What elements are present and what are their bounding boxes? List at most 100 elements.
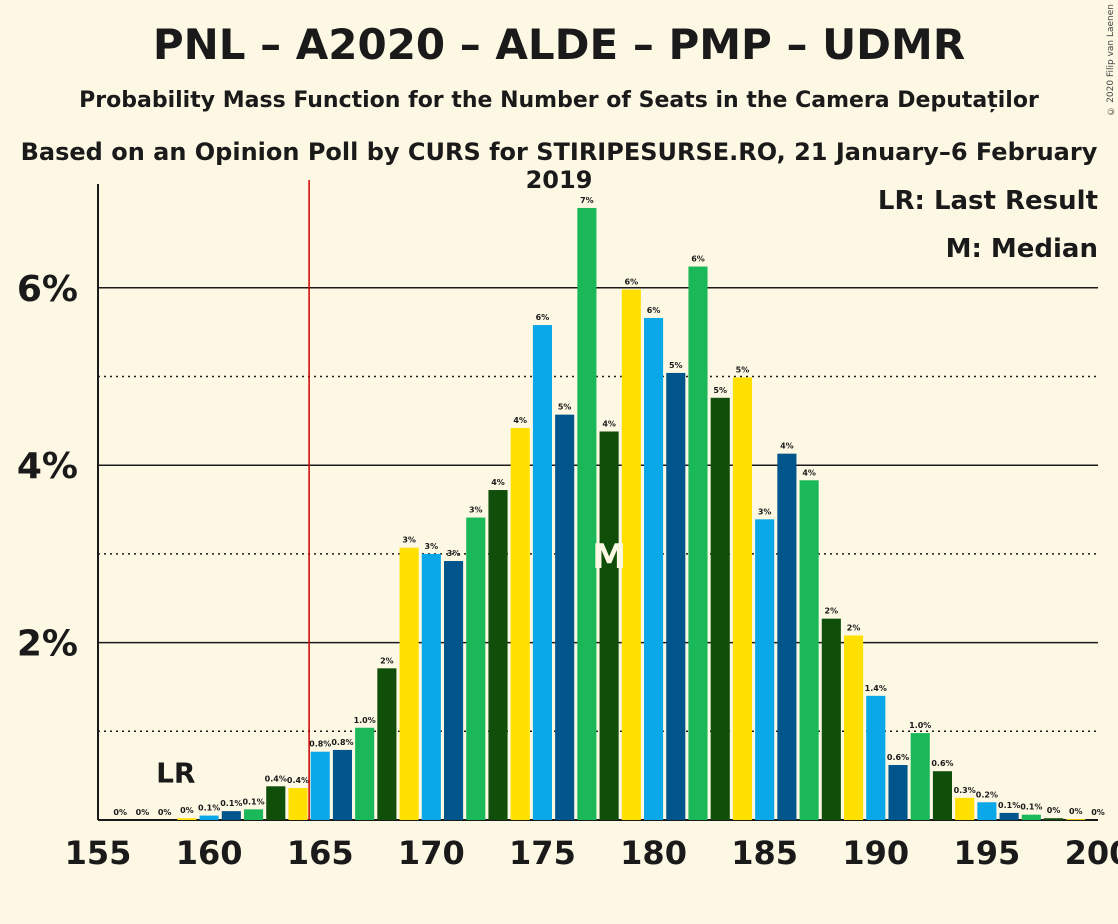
data-label-seat-185: 3% xyxy=(758,507,772,516)
x-tick-label: 195 xyxy=(953,834,1020,872)
data-label-seat-197: 0.1% xyxy=(1020,803,1042,812)
chart-title: PNL – A2020 – ALDE – PMP – UDMR xyxy=(152,20,966,69)
bar-seat-175 xyxy=(532,325,552,820)
data-label-seat-179: 6% xyxy=(625,278,639,287)
bar-seat-187 xyxy=(799,480,819,820)
data-label-seat-158: 0% xyxy=(158,808,172,817)
bar-seat-168 xyxy=(377,668,397,820)
bar-seat-169 xyxy=(399,547,419,820)
bar-seat-176 xyxy=(555,414,575,820)
bar-seat-181 xyxy=(666,372,686,820)
legend-last-result: LR: Last Result xyxy=(877,186,1098,216)
bar-seat-178 xyxy=(599,431,619,820)
data-label-seat-182: 6% xyxy=(691,255,705,264)
data-label-seat-181: 5% xyxy=(669,361,683,370)
data-label-seat-191: 0.6% xyxy=(887,753,909,762)
data-label-seat-183: 5% xyxy=(713,386,727,395)
bar-seat-190 xyxy=(866,695,886,820)
chart-source: Based on an Opinion Poll by CURS for STI… xyxy=(20,138,1098,194)
data-label-seat-174: 4% xyxy=(513,416,527,425)
data-label-seat-163: 0.4% xyxy=(265,774,287,783)
bar-seat-163 xyxy=(266,786,286,820)
x-tick-label: 170 xyxy=(398,834,465,872)
x-tick-label: 165 xyxy=(287,834,354,872)
data-label-seat-173: 4% xyxy=(491,478,505,487)
data-label-seat-199: 0% xyxy=(1069,807,1083,816)
data-label-seat-167: 1.0% xyxy=(354,716,376,725)
bar-seat-199 xyxy=(1066,819,1086,820)
data-label-seat-189: 2% xyxy=(847,624,861,633)
data-label-seat-160: 0.1% xyxy=(198,804,220,813)
legend-median: M: Median xyxy=(945,234,1098,264)
data-label-seat-157: 0% xyxy=(136,808,150,817)
bar-seat-170 xyxy=(421,553,441,820)
bar-seat-173 xyxy=(488,490,508,820)
chart-subtitle: Probability Mass Function for the Number… xyxy=(79,88,1039,113)
data-label-seat-184: 5% xyxy=(736,365,750,374)
bar-seat-161 xyxy=(221,811,241,820)
y-tick-label: 6% xyxy=(17,269,78,310)
bar-seat-191 xyxy=(888,765,908,820)
bar-seat-164 xyxy=(288,788,308,820)
bar-seat-197 xyxy=(1021,814,1041,820)
data-label-seat-156: 0% xyxy=(113,808,127,817)
bar-seat-182 xyxy=(688,266,708,821)
data-label-seat-192: 1.0% xyxy=(909,721,931,730)
x-tick-label: 155 xyxy=(65,834,132,872)
data-label-seat-193: 0.6% xyxy=(931,759,953,768)
bar-seat-167 xyxy=(355,727,375,820)
data-label-seat-176: 5% xyxy=(558,403,572,412)
data-label-seat-169: 3% xyxy=(402,536,416,545)
y-tick-label: 2% xyxy=(17,624,78,665)
data-label-seat-190: 1.4% xyxy=(865,684,887,693)
bar-seat-192 xyxy=(910,733,930,820)
data-label-seat-180: 6% xyxy=(647,306,661,315)
data-label-seat-187: 4% xyxy=(802,468,816,477)
x-tick-label: 200 xyxy=(1065,834,1118,872)
bar-seat-195 xyxy=(977,802,997,820)
data-label-seat-188: 2% xyxy=(825,607,839,616)
bar-seat-172 xyxy=(466,517,486,820)
data-label-seat-166: 0.8% xyxy=(331,738,353,747)
bar-seat-179 xyxy=(621,289,641,821)
x-tick-label: 160 xyxy=(176,834,243,872)
bar-seat-177 xyxy=(577,207,597,821)
bar-seat-171 xyxy=(444,560,464,820)
data-label-seat-175: 6% xyxy=(536,313,550,322)
x-tick-label: 190 xyxy=(842,834,909,872)
data-label-seat-171: 3% xyxy=(447,549,461,558)
bar-seat-188 xyxy=(821,618,841,820)
data-label-seat-195: 0.2% xyxy=(976,790,998,799)
data-label-seat-164: 0.4% xyxy=(287,776,309,785)
median-marker: M xyxy=(592,537,626,577)
data-label-seat-186: 4% xyxy=(780,442,794,451)
data-label-seat-177: 7% xyxy=(580,196,594,205)
data-label-seat-159: 0% xyxy=(180,806,194,815)
data-label-seat-168: 2% xyxy=(380,656,394,665)
bar-seat-189 xyxy=(844,635,864,820)
bar-seat-174 xyxy=(510,427,530,820)
bar-seat-184 xyxy=(732,377,752,820)
bar-seat-159 xyxy=(177,818,197,820)
x-tick-label: 185 xyxy=(731,834,798,872)
data-label-seat-172: 3% xyxy=(469,506,483,515)
bar-seat-198 xyxy=(1044,818,1064,820)
bar-seat-193 xyxy=(932,771,952,820)
data-label-seat-170: 3% xyxy=(425,542,439,551)
bar-seat-162 xyxy=(244,809,264,820)
bar-seat-186 xyxy=(777,453,797,820)
data-label-seat-200: 0% xyxy=(1091,808,1105,817)
last-result-marker: LR xyxy=(156,756,195,789)
data-label-seat-162: 0.1% xyxy=(242,797,264,806)
data-label-seat-161: 0.1% xyxy=(220,799,242,808)
bar-seat-160 xyxy=(199,815,219,820)
bar-seat-180 xyxy=(644,317,664,820)
bar-seat-185 xyxy=(755,519,775,820)
data-label-seat-198: 0% xyxy=(1047,806,1061,815)
bar-seat-194 xyxy=(955,797,975,820)
x-tick-label: 180 xyxy=(620,834,687,872)
x-tick-label: 175 xyxy=(509,834,576,872)
data-label-seat-178: 4% xyxy=(602,419,616,428)
bar-seat-196 xyxy=(999,812,1019,820)
